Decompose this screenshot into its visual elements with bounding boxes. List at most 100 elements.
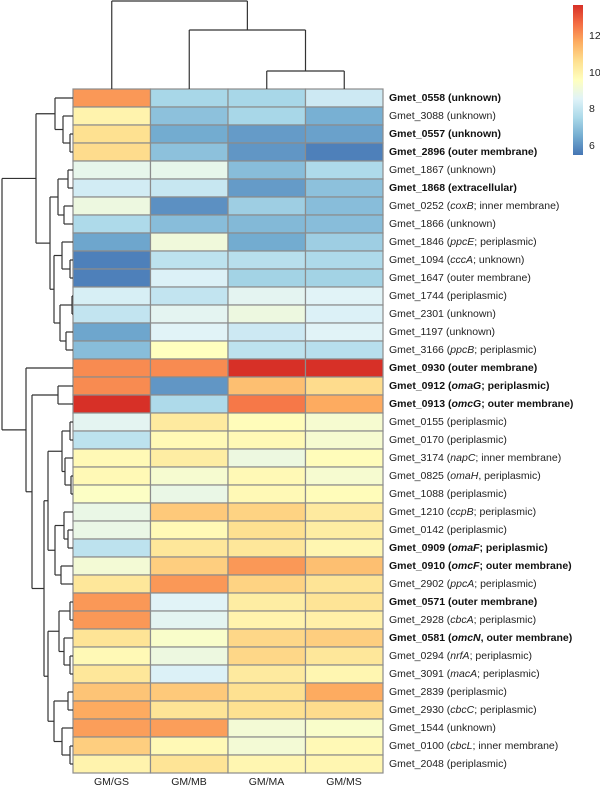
heatmap-cell <box>72 484 152 504</box>
heatmap-cell <box>227 142 307 162</box>
row-label-gene: cbcA <box>450 614 474 626</box>
row-label-location: ; inner membrane) <box>473 200 560 212</box>
heatmap-cell <box>72 466 152 486</box>
colorbar-tick-label: 12 <box>589 30 600 43</box>
heatmap-cell <box>149 142 229 162</box>
row-label-gene: napC <box>450 452 476 464</box>
heatmap-cell <box>304 124 384 144</box>
heatmap-cell <box>304 700 384 720</box>
row-label-id: Gmet_3088 (unknown) <box>389 110 496 122</box>
heatmap-cell <box>227 268 307 288</box>
row-label-location: ; periplasmic) <box>474 704 537 716</box>
heatmap-cell <box>149 196 229 216</box>
row-label: Gmet_1866 (unknown) <box>389 215 496 233</box>
heatmap-cell <box>149 502 229 522</box>
colorbar-tick-label: 10 <box>589 66 600 79</box>
heatmap-cell <box>227 430 307 450</box>
row-label-location: ; periplasmic) <box>469 650 532 662</box>
colorbar-tick-label: 8 <box>589 103 595 116</box>
heatmap-cell <box>72 196 152 216</box>
row-label: Gmet_1647 (outer membrane) <box>389 269 531 287</box>
heatmap-cell <box>304 448 384 468</box>
heatmap-cell <box>72 664 152 684</box>
heatmap-cell <box>304 610 384 630</box>
heatmap-cell <box>72 700 152 720</box>
heatmap-cell <box>227 592 307 612</box>
heatmap-cell <box>149 340 229 360</box>
heatmap-cell <box>149 700 229 720</box>
heatmap-cell <box>227 664 307 684</box>
heatmap-cell <box>304 574 384 594</box>
heatmap-cell <box>72 682 152 702</box>
row-label-id: Gmet_2301 (unknown) <box>389 308 496 320</box>
heatmap-cell <box>72 646 152 666</box>
row-label-location: ; unknown) <box>473 254 525 266</box>
row-label: Gmet_1868 (extracellular) <box>389 179 517 197</box>
heatmap-cell <box>149 538 229 558</box>
row-label: Gmet_0558 (unknown) <box>389 89 501 107</box>
heatmap-cell <box>304 538 384 558</box>
row-label-id: Gmet_1846 ( <box>389 236 451 248</box>
heatmap-cell <box>72 520 152 540</box>
row-label: Gmet_0910 (omcF; outer membrane) <box>389 557 572 575</box>
row-label: Gmet_3174 (napC; inner membrane) <box>389 449 561 467</box>
heatmap-cell <box>227 376 307 396</box>
heatmap-cell <box>304 340 384 360</box>
column-label: GM/MS <box>326 776 362 788</box>
heatmap-cell <box>227 718 307 738</box>
heatmap-cell <box>227 106 307 126</box>
row-label-id: Gmet_3091 ( <box>389 668 451 680</box>
row-label-location: ; periplasmic) <box>479 542 548 554</box>
heatmap-cell <box>72 250 152 270</box>
heatmap-cell <box>304 664 384 684</box>
heatmap-cell <box>72 268 152 288</box>
column-label: GM/GS <box>93 776 129 788</box>
heatmap-cell <box>227 160 307 180</box>
heatmap-cell <box>149 268 229 288</box>
heatmap-cell <box>72 88 152 108</box>
heatmap-cell <box>149 394 229 414</box>
heatmap-cell <box>227 394 307 414</box>
row-label: Gmet_3091 (macA; periplasmic) <box>389 665 540 683</box>
row-label-gene: ppcA <box>450 578 475 590</box>
row-label-location: ; periplasmic) <box>473 506 537 518</box>
heatmap-cell <box>149 628 229 648</box>
heatmap-cell <box>72 376 152 396</box>
heatmap-cell <box>227 538 307 558</box>
row-label: Gmet_0913 (omcG; outer membrane) <box>389 395 573 413</box>
heatmap-cell <box>304 250 384 270</box>
row-label-id: Gmet_0100 ( <box>389 740 451 752</box>
heatmap-cell <box>149 574 229 594</box>
heatmap-cell <box>304 160 384 180</box>
heatmap-cell <box>227 178 307 198</box>
row-label-id: Gmet_1088 (periplasmic) <box>389 488 507 500</box>
row-label: Gmet_2928 (cbcA; periplasmic) <box>389 611 536 629</box>
heatmap-cell <box>304 178 384 198</box>
heatmap-cell <box>304 646 384 666</box>
heatmap-cell <box>149 430 229 450</box>
heatmap-cell <box>149 466 229 486</box>
heatmap-cell <box>149 484 229 504</box>
heatmap-cell <box>72 178 152 198</box>
row-label-gene: omaF <box>451 542 480 554</box>
heatmap-cell <box>149 322 229 342</box>
heatmap-cell <box>227 340 307 360</box>
row-label-id: Gmet_0909 ( <box>389 542 452 554</box>
heatmap-cell <box>149 178 229 198</box>
colorbar-tick-label: 6 <box>589 139 595 152</box>
row-label: Gmet_0912 (omaG; periplasmic) <box>389 377 550 395</box>
heatmap-cell <box>149 736 229 756</box>
heatmap-cell <box>304 142 384 162</box>
row-label: Gmet_0100 (cbcL; inner membrane) <box>389 737 558 755</box>
row-label-id: Gmet_2928 ( <box>389 614 451 626</box>
heatmap-cell <box>149 754 229 774</box>
heatmap-cell <box>304 718 384 738</box>
row-label-gene: nrfA <box>450 650 470 662</box>
row-label-gene: ccpB <box>450 506 474 518</box>
heatmap-cell <box>72 106 152 126</box>
heatmap-cell <box>227 124 307 144</box>
heatmap-cell <box>304 736 384 756</box>
row-label-id: Gmet_1647 (outer membrane) <box>389 272 531 284</box>
heatmap-cell <box>72 448 152 468</box>
row-label-id: Gmet_0170 (periplasmic) <box>389 434 507 446</box>
